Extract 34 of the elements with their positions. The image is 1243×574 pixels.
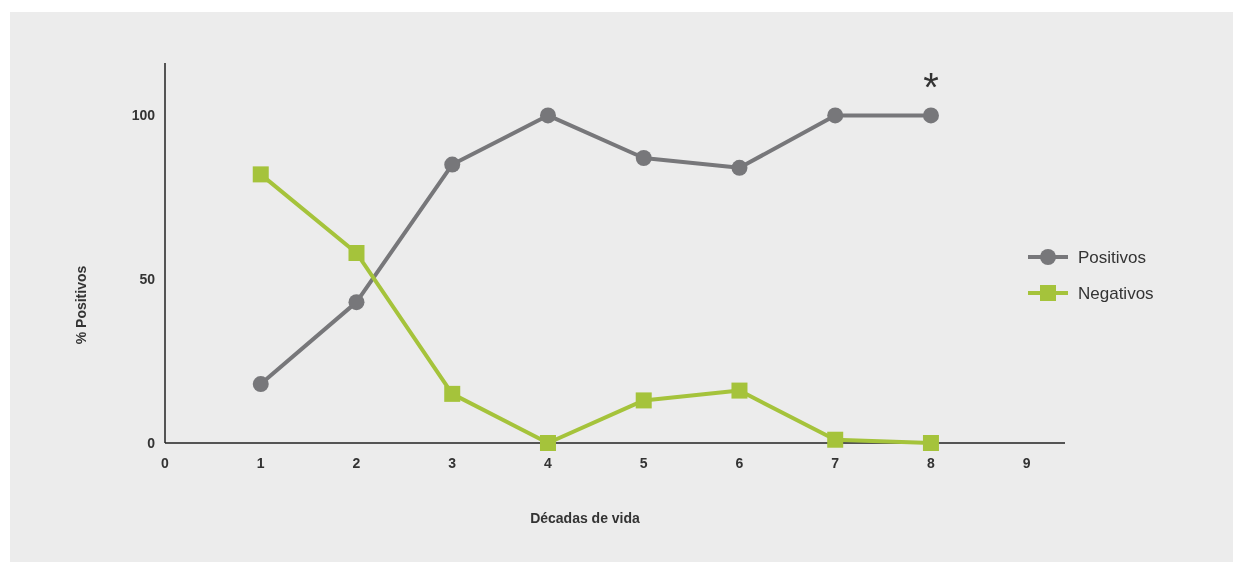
legend-label: Positivos — [1078, 247, 1147, 267]
y-tick-label: 0 — [147, 434, 156, 451]
point — [731, 159, 748, 176]
point — [539, 107, 556, 124]
point — [731, 382, 748, 399]
x-tick-label: 1 — [256, 455, 265, 471]
annotation: * — [923, 65, 939, 110]
y-tick-label: 50 — [139, 271, 156, 288]
point — [635, 150, 652, 166]
point — [444, 156, 461, 173]
x-tick-label: 4 — [544, 455, 553, 471]
y-tick-label: 100 — [131, 107, 156, 124]
x-tick-label: 5 — [639, 455, 648, 471]
x-tick-label: 7 — [831, 455, 840, 471]
x-tick-label: 8 — [927, 455, 936, 471]
point — [348, 294, 365, 311]
point — [348, 245, 365, 261]
legend-label: Negativos — [1078, 283, 1154, 303]
x-tick-label: 6 — [735, 455, 744, 471]
point — [922, 435, 939, 451]
point — [252, 166, 269, 183]
x-axis-title: Décadas de vida — [530, 510, 641, 526]
point — [635, 392, 652, 409]
y-axis-title: % Positivos — [73, 265, 89, 345]
point — [827, 107, 844, 124]
point — [922, 107, 939, 124]
x-tick-label: 0 — [161, 455, 170, 471]
point — [539, 435, 556, 451]
x-tick-label: 9 — [1022, 455, 1031, 471]
point — [827, 431, 844, 448]
point — [252, 376, 269, 393]
x-tick-label: 3 — [448, 455, 457, 471]
x-tick-label: 2 — [352, 455, 361, 471]
point — [444, 385, 461, 402]
